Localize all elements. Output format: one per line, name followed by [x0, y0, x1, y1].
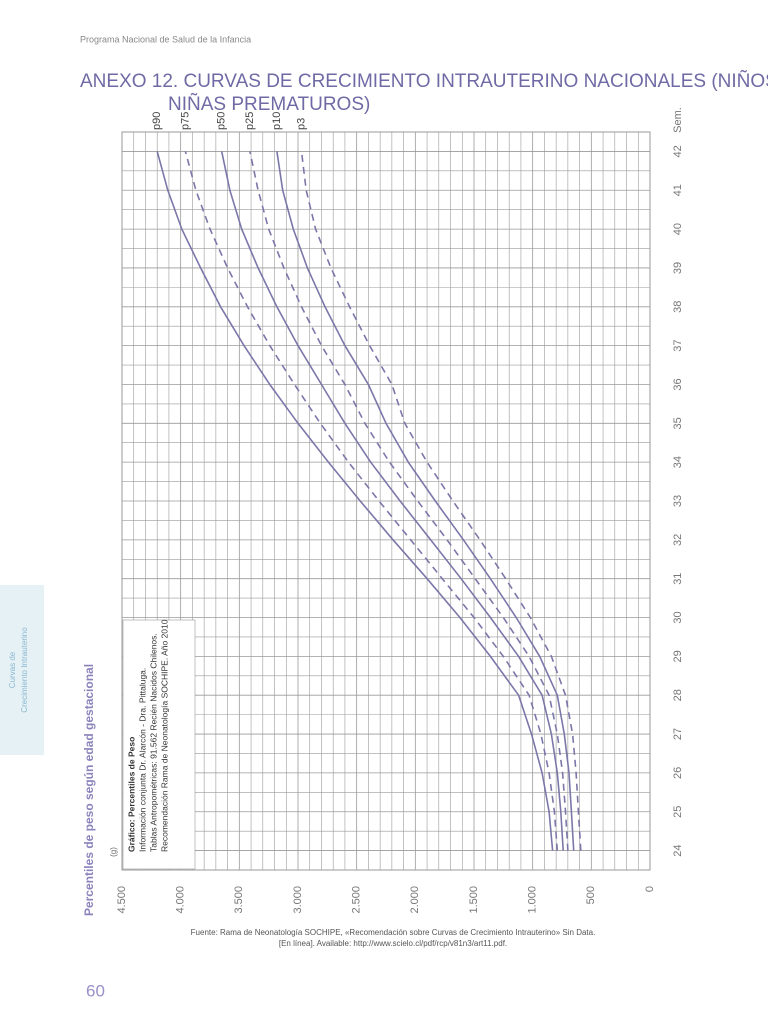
y-axis-label: Percentiles de peso según edad gestacion…: [82, 664, 96, 916]
y-tick-label: 2.000: [409, 886, 421, 914]
x-tick-label: 31: [672, 573, 684, 585]
page-number: 60: [86, 981, 105, 1000]
title: ANEXO 12. CURVAS DE CRECIMIENTO INTRAUTE…: [80, 70, 768, 92]
side-tab: [0, 585, 44, 755]
legend-label: p3: [295, 118, 307, 130]
note-text: Información conjunta Dr. Alarcón - Dra. …: [137, 668, 147, 852]
x-tick-label: 25: [672, 806, 684, 818]
x-axis-label: Sem.: [672, 107, 684, 133]
legend-label: p90: [151, 112, 163, 130]
x-tick-label: 29: [672, 650, 684, 662]
x-tick-label: 34: [672, 456, 684, 468]
x-tick-label: 42: [672, 145, 684, 157]
y-tick-label: 4.500: [116, 886, 128, 914]
y-tick-label: 4.000: [175, 886, 187, 914]
x-tick-label: 33: [672, 495, 684, 507]
y-unit: (g): [109, 847, 118, 857]
legend-label: p25: [244, 112, 256, 130]
y-tick-label: 1.500: [468, 886, 480, 914]
legend-label: p50: [216, 112, 228, 130]
y-tick-label: 2.500: [351, 886, 363, 914]
side-tab-text: Curvas de: [8, 651, 17, 688]
x-tick-label: 27: [672, 728, 684, 740]
x-tick-label: 37: [672, 340, 684, 352]
legend-label: p10: [271, 112, 283, 130]
x-tick-label: 30: [672, 611, 684, 623]
curve: [220, 151, 564, 851]
curve: [156, 151, 554, 851]
x-tick-label: 32: [672, 534, 684, 546]
side-tab-text: Crecimiento Intrauterino: [20, 627, 29, 713]
legend-label: p75: [179, 112, 191, 130]
x-tick-label: 36: [672, 378, 684, 390]
x-tick-label: 35: [672, 417, 684, 429]
curve: [249, 151, 569, 851]
y-tick-label: 3.500: [233, 886, 245, 914]
source: [En línea]. Available: http://www.scielo…: [279, 939, 507, 948]
x-tick-label: 28: [672, 689, 684, 701]
y-tick-label: 3.000: [292, 886, 304, 914]
x-tick-label: 39: [672, 262, 684, 274]
header: Programa Nacional de Salud de la Infanci…: [80, 34, 251, 44]
curve: [276, 151, 575, 851]
y-tick-label: 500: [585, 886, 597, 904]
title: NIÑAS PREMATUROS): [168, 93, 370, 115]
y-tick-label: 1.000: [527, 886, 539, 914]
x-tick-label: 24: [672, 844, 684, 856]
y-tick-label: 0: [644, 886, 656, 892]
source: Fuente: Rama de Neonatología SOCHIPE, «R…: [191, 928, 596, 937]
x-tick-label: 41: [672, 184, 684, 196]
note-text: Recomendación Rama de Neonatología SOCHI…: [159, 619, 169, 852]
x-tick-label: 40: [672, 223, 684, 235]
note-text: Gráfico: Percentiles de Peso: [126, 737, 136, 852]
x-tick-label: 38: [672, 301, 684, 313]
note-text: Tablas Antropométricas: 91.562 Recién Na…: [148, 633, 158, 852]
x-tick-label: 26: [672, 767, 684, 779]
note-box: [122, 619, 196, 870]
